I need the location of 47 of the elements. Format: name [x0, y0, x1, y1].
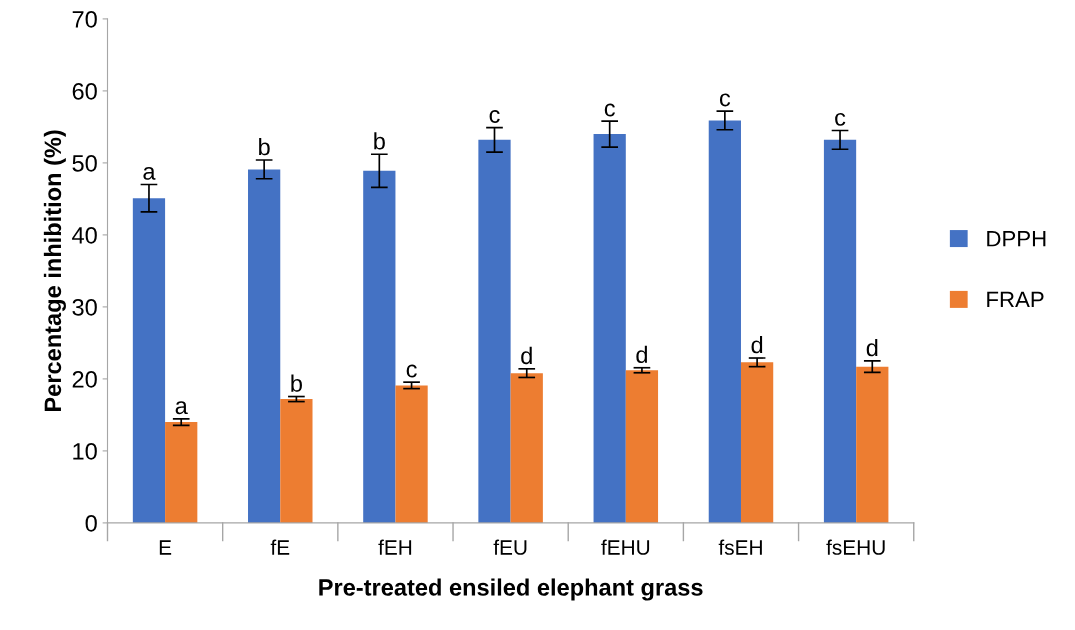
y-tick-label: 40 [72, 226, 97, 244]
data-label: b [374, 132, 385, 150]
bar [363, 170, 396, 523]
bar [280, 399, 313, 523]
data-label: c [604, 103, 615, 117]
bar [132, 198, 166, 523]
bar [625, 370, 659, 523]
bar [593, 134, 626, 523]
data-label: b [259, 138, 270, 156]
x-tick-label: fE [270, 539, 290, 555]
y-tick-label: 10 [73, 442, 97, 460]
bar [395, 385, 428, 523]
bar [248, 169, 281, 523]
y-axis-title: Percentage inhibition (%) [43, 130, 66, 411]
x-tick-label: E [159, 540, 172, 555]
y-tick-label: 30 [72, 298, 97, 316]
bar [165, 422, 198, 523]
data-label: c [835, 112, 846, 126]
data-label: c [406, 364, 417, 378]
x-tick-label: fsEH [718, 539, 762, 555]
bar [740, 362, 774, 523]
x-tick-label: fEU [493, 539, 527, 555]
x-axis-title: Pre-treated ensiled elephant grass [319, 578, 703, 601]
data-label: b [291, 374, 302, 392]
legend-label: DPPH [987, 231, 1046, 247]
legend-label: FRAP [987, 291, 1044, 308]
bar [708, 120, 741, 523]
x-tick-label: fEH [378, 539, 412, 555]
bar [823, 139, 857, 523]
y-tick-label: 50 [72, 154, 97, 172]
data-label: d [636, 345, 647, 364]
data-label: a [143, 166, 156, 180]
data-label: a [175, 401, 188, 415]
bar [478, 139, 511, 523]
y-tick-label: 70 [72, 10, 97, 28]
bar [510, 373, 543, 523]
y-tick-label: 20 [72, 370, 97, 388]
data-label: c [719, 93, 731, 107]
data-label: d [521, 346, 532, 365]
data-label: c [489, 110, 500, 123]
x-tick-label: fEHU [601, 539, 650, 555]
data-label: d [866, 338, 878, 357]
data-label: d [751, 336, 763, 354]
y-tick-label: 0 [85, 514, 97, 532]
bar [856, 366, 889, 523]
y-tick-label: 60 [72, 82, 97, 100]
x-tick-label: fsEHU [826, 539, 885, 555]
